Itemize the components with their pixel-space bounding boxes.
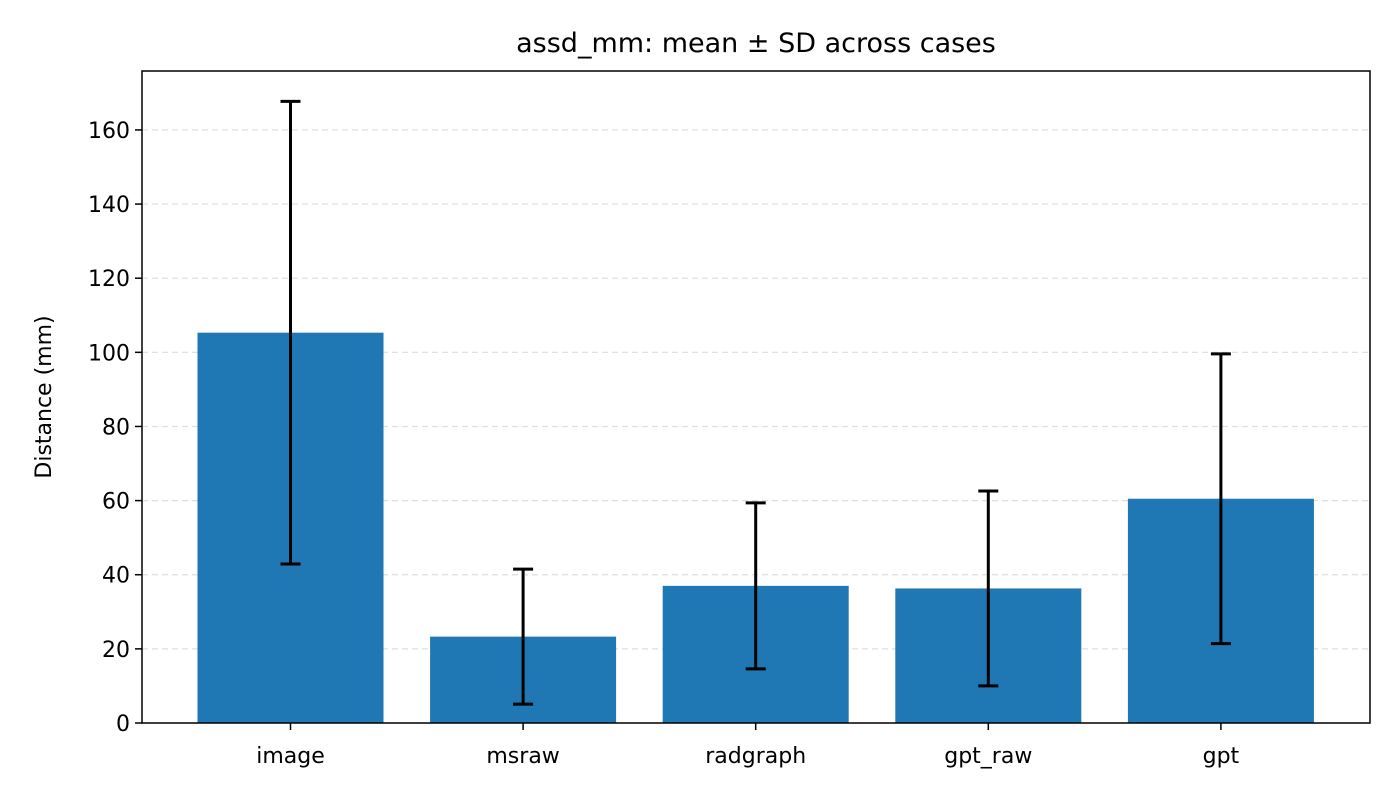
y-axis-ticks: 0 20 40 60 80 100 120 140 160 — [88, 119, 142, 737]
x-axis-ticks: image msraw radgraph gpt_raw gpt — [256, 723, 1240, 769]
y-tick-label: 0 — [116, 712, 130, 737]
y-tick-label: 60 — [102, 490, 130, 515]
x-tick-label: image — [256, 744, 325, 769]
x-tick-label: gpt_raw — [944, 744, 1032, 769]
y-tick-label: 160 — [88, 119, 130, 144]
y-tick-label: 40 — [102, 564, 130, 589]
y-tick-label: 80 — [102, 415, 130, 440]
y-tick-label: 120 — [88, 267, 130, 292]
y-tick-label: 140 — [88, 193, 130, 218]
x-tick-label: msraw — [486, 744, 559, 769]
chart-title: assd_mm: mean ± SD across cases — [516, 28, 996, 59]
error-bars — [280, 99, 1231, 706]
x-tick-label: radgraph — [705, 744, 806, 769]
y-tick-label: 20 — [102, 638, 130, 663]
y-tick-label: 100 — [88, 341, 130, 366]
y-axis-label: Distance (mm) — [32, 315, 57, 478]
x-tick-label: gpt — [1203, 744, 1240, 769]
